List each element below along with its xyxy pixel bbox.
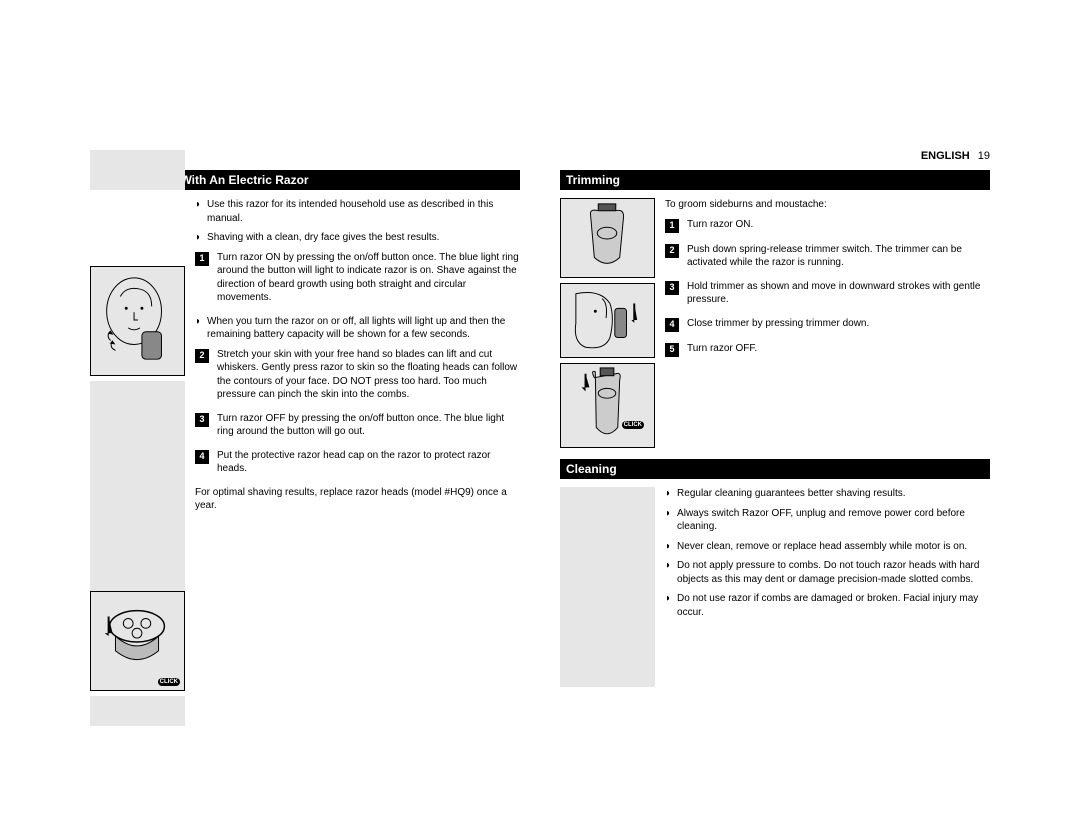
bullet-text: Never clean, remove or replace head asse… bbox=[677, 540, 967, 554]
illustration-razor-cap: CLICK bbox=[90, 591, 185, 691]
click-badge-icon: CLICK bbox=[622, 421, 644, 429]
step-number: 1 bbox=[665, 219, 679, 233]
click-badge-icon: CLICK bbox=[158, 678, 180, 686]
step-number: 1 bbox=[195, 252, 209, 266]
bullet-icon: ◗ bbox=[665, 507, 671, 534]
step-number: 3 bbox=[665, 281, 679, 295]
bullet-item: ◗ Shaving with a clean, dry face gives t… bbox=[195, 231, 520, 245]
bullet-icon: ◗ bbox=[665, 487, 671, 501]
illustration-face-shave bbox=[90, 266, 185, 376]
bullet-item: ◗ Do not use razor if combs are damaged … bbox=[665, 592, 990, 619]
bullet-item: ◗ When you turn the razor on or off, all… bbox=[195, 315, 520, 342]
step-item: 1 Turn razor ON by pressing the on/off b… bbox=[195, 251, 520, 305]
step-item: 4 Put the protective razor head cap on t… bbox=[195, 449, 520, 476]
step-number: 2 bbox=[665, 244, 679, 258]
left-main: ◗ Use this razor for its intended househ… bbox=[195, 198, 520, 726]
bullet-item: ◗ Do not apply pressure to combs. Do not… bbox=[665, 559, 990, 586]
left-page: 18 ENGLISH How To Shave With An Electric… bbox=[90, 150, 520, 726]
bullet-text: Always switch Razor OFF, unplug and remo… bbox=[677, 507, 990, 534]
cleaning-main: ◗ Regular cleaning guarantees better sha… bbox=[665, 487, 990, 687]
step-item: 4 Close trimmer by pressing trimmer down… bbox=[665, 317, 990, 332]
step-number: 2 bbox=[195, 349, 209, 363]
bullet-item: ◗ Never clean, remove or replace head as… bbox=[665, 540, 990, 554]
bullet-text: Regular cleaning guarantees better shavi… bbox=[677, 487, 905, 501]
right-page-lang: ENGLISH bbox=[921, 150, 970, 162]
right-sidebar-trim: CLICK bbox=[560, 198, 655, 453]
bullet-text: Do not apply pressure to combs. Do not t… bbox=[677, 559, 990, 586]
bullet-icon: ◗ bbox=[195, 231, 201, 245]
step-text: Turn razor ON. bbox=[687, 218, 753, 233]
illustration-sideburn bbox=[560, 283, 655, 358]
trimming-content: CLICK To groom sideburns and moustache: … bbox=[560, 198, 990, 453]
bullet-icon: ◗ bbox=[195, 315, 201, 342]
step-item: 5 Turn razor OFF. bbox=[665, 342, 990, 357]
step-text: Hold trimmer as shown and move in downwa… bbox=[687, 280, 990, 307]
bullet-icon: ◗ bbox=[665, 592, 671, 619]
right-page: ENGLISH 19 Trimming bbox=[560, 150, 990, 726]
bullet-icon: ◗ bbox=[665, 540, 671, 554]
illustration-close-trimmer: CLICK bbox=[560, 363, 655, 448]
step-item: 2 Push down spring-release trimmer switc… bbox=[665, 243, 990, 270]
bullet-icon: ◗ bbox=[195, 198, 201, 225]
bullet-text: Do not use razor if combs are damaged or… bbox=[677, 592, 990, 619]
step-number: 3 bbox=[195, 413, 209, 427]
left-content: CLICK ◗ Use this razor for its intended … bbox=[90, 198, 520, 726]
illustration-trimmer bbox=[560, 198, 655, 278]
section-title-trimming: Trimming bbox=[560, 170, 990, 190]
step-text: Put the protective razor head cap on the… bbox=[217, 449, 520, 476]
step-text: Turn razor OFF by pressing the on/off bu… bbox=[217, 412, 520, 439]
left-sidebar: CLICK bbox=[90, 198, 185, 726]
step-item: 3 Hold trimmer as shown and move in down… bbox=[665, 280, 990, 307]
trimming-main: To groom sideburns and moustache: 1 Turn… bbox=[665, 198, 990, 453]
page-spread: 18 ENGLISH How To Shave With An Electric… bbox=[0, 0, 1080, 766]
step-item: 3 Turn razor OFF by pressing the on/off … bbox=[195, 412, 520, 439]
step-text: Turn razor OFF. bbox=[687, 342, 757, 357]
bullet-item: ◗ Regular cleaning guarantees better sha… bbox=[665, 487, 990, 501]
step-number: 4 bbox=[195, 450, 209, 464]
bullet-icon: ◗ bbox=[665, 559, 671, 586]
trimming-intro: To groom sideburns and moustache: bbox=[665, 198, 990, 212]
bullet-item: ◗ Always switch Razor OFF, unplug and re… bbox=[665, 507, 990, 534]
step-text: Turn razor ON by pressing the on/off but… bbox=[217, 251, 520, 305]
step-text: Push down spring-release trimmer switch.… bbox=[687, 243, 990, 270]
bullet-text: Shaving with a clean, dry face gives the… bbox=[207, 231, 439, 245]
bullet-item: ◗ Use this razor for its intended househ… bbox=[195, 198, 520, 225]
right-page-number: 19 bbox=[978, 150, 990, 162]
section-title-cleaning: Cleaning bbox=[560, 459, 990, 479]
step-item: 2 Stretch your skin with your free hand … bbox=[195, 348, 520, 402]
right-sidebar-clean bbox=[560, 487, 655, 687]
right-page-header: ENGLISH 19 bbox=[560, 150, 990, 162]
step-item: 1 Turn razor ON. bbox=[665, 218, 990, 233]
bullet-text: When you turn the razor on or off, all l… bbox=[207, 315, 520, 342]
step-number: 5 bbox=[665, 343, 679, 357]
step-text: Close trimmer by pressing trimmer down. bbox=[687, 317, 869, 332]
step-text: Stretch your skin with your free hand so… bbox=[217, 348, 520, 402]
step-number: 4 bbox=[665, 318, 679, 332]
cleaning-content: ◗ Regular cleaning guarantees better sha… bbox=[560, 487, 990, 687]
bullet-text: Use this razor for its intended househol… bbox=[207, 198, 520, 225]
footer-note: For optimal shaving results, replace raz… bbox=[195, 486, 520, 513]
